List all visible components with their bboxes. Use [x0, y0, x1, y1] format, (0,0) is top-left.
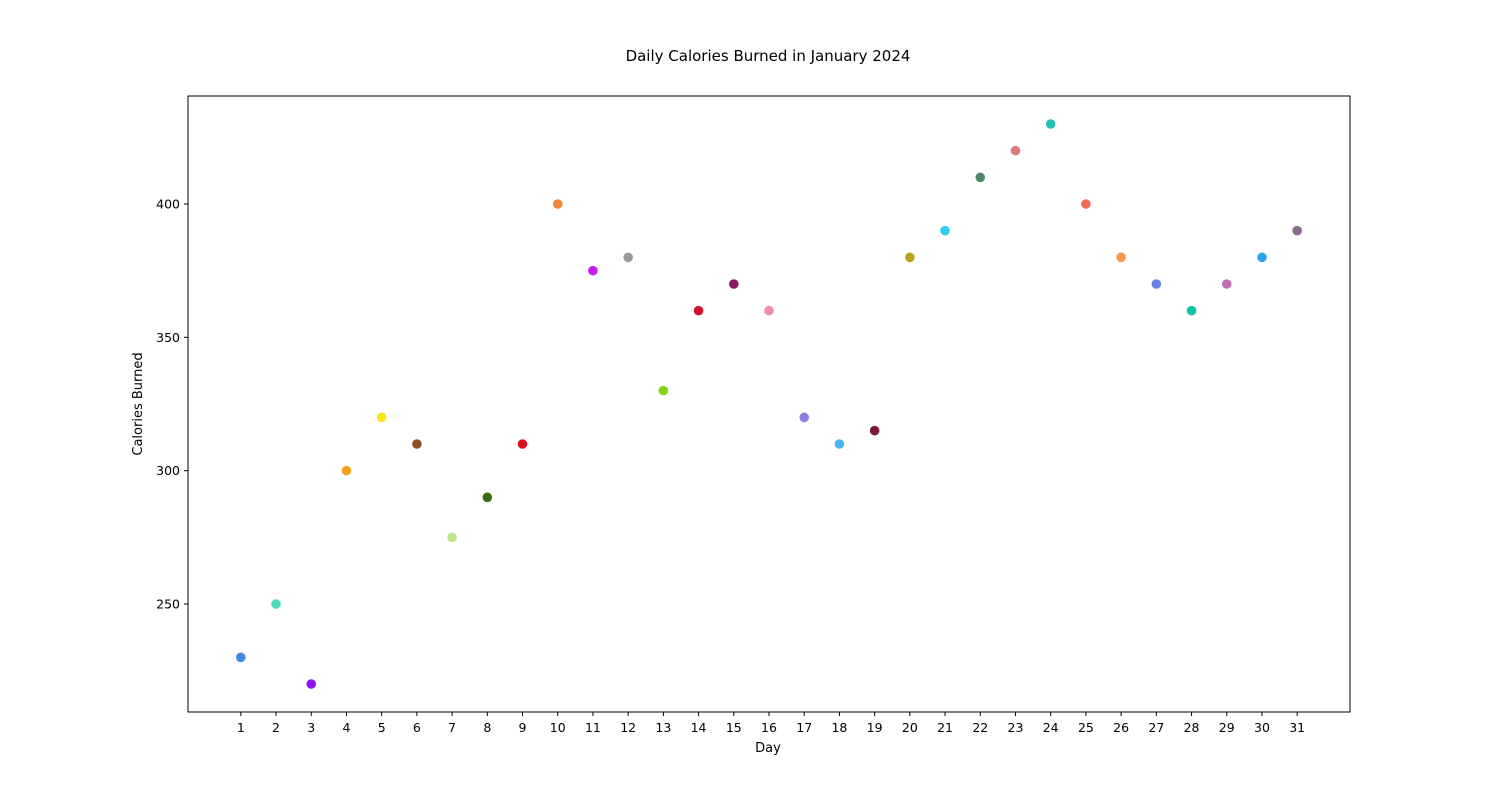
- data-point: [376, 412, 387, 423]
- y-tick-label: 400: [156, 197, 180, 212]
- data-point: [905, 252, 915, 263]
- x-tick-label: 24: [1043, 720, 1059, 735]
- x-tick-label: 3: [307, 720, 315, 735]
- x-tick-label: 26: [1113, 720, 1129, 735]
- y-axis-ticks: 250 300 350 400: [156, 197, 188, 612]
- x-tick-label: 10: [550, 720, 566, 735]
- data-point: [1081, 199, 1091, 209]
- data-point: [1010, 145, 1021, 156]
- data-point: [1257, 252, 1267, 263]
- data-point: [1221, 279, 1232, 289]
- data-point: [341, 465, 352, 476]
- x-tick-label: 15: [726, 720, 742, 735]
- x-tick-label: 7: [448, 720, 456, 735]
- plot-frame: [187, 95, 1351, 713]
- data-point: [1292, 225, 1302, 236]
- x-axis-ticks: 1 2 3 4 5 6 7 8 9 10 11 12 13 14 15 16 17 18 19 20 21 22 23 24 2…: [237, 712, 1305, 735]
- data-point: [482, 492, 493, 503]
- data-point: [940, 225, 950, 236]
- data-point: [1116, 252, 1126, 263]
- y-tick-label: 300: [156, 463, 180, 478]
- x-tick-label: 5: [378, 720, 386, 735]
- x-tick-label: 20: [902, 720, 918, 735]
- data-point: [1045, 119, 1056, 129]
- data-point: [834, 439, 845, 449]
- x-tick-label: 12: [620, 720, 636, 735]
- x-tick-label: 28: [1184, 720, 1200, 735]
- y-tick-label: 350: [156, 330, 180, 345]
- chart-title: Daily Calories Burned in January 2024: [626, 47, 911, 65]
- x-tick-label: 8: [483, 720, 491, 735]
- data-point: [799, 412, 810, 423]
- data-point: [869, 425, 880, 436]
- data-point: [271, 599, 281, 609]
- x-tick-label: 21: [937, 720, 953, 735]
- data-point: [764, 305, 774, 316]
- data-point: [728, 279, 739, 289]
- x-tick-label: 17: [796, 720, 812, 735]
- x-tick-label: 9: [519, 720, 527, 735]
- x-tick-label: 23: [1008, 720, 1024, 735]
- x-tick-label: 16: [761, 720, 777, 735]
- x-tick-label: 6: [413, 720, 421, 735]
- data-point: [517, 439, 528, 449]
- y-axis-label: Calories Burned: [131, 352, 146, 455]
- x-tick-label: 2: [272, 720, 280, 735]
- data-point: [447, 532, 457, 543]
- x-tick-label: 22: [972, 720, 988, 735]
- data-point: [236, 652, 246, 663]
- data-point: [1151, 279, 1162, 289]
- x-tick-label: 30: [1254, 720, 1270, 735]
- x-tick-label: 4: [342, 720, 350, 735]
- x-tick-label: 18: [831, 720, 847, 735]
- y-tick-label: 250: [156, 597, 180, 612]
- data-point: [306, 679, 317, 689]
- data-point: [658, 385, 669, 396]
- data-point: [588, 265, 598, 276]
- x-tick-label: 31: [1289, 720, 1305, 735]
- x-tick-label: 25: [1078, 720, 1094, 735]
- data-point: [623, 252, 633, 263]
- x-axis-label: Day: [755, 741, 781, 756]
- data-point: [1186, 305, 1197, 316]
- data-point: [693, 305, 704, 316]
- data-point: [552, 199, 563, 209]
- x-tick-label: 1: [237, 720, 245, 735]
- x-tick-label: 14: [691, 720, 707, 735]
- x-tick-label: 29: [1219, 720, 1235, 735]
- x-tick-label: 19: [867, 720, 883, 735]
- data-point: [412, 439, 422, 449]
- data-point: [975, 172, 986, 183]
- x-tick-label: 11: [585, 720, 601, 735]
- x-tick-label: 27: [1148, 720, 1164, 735]
- x-tick-label: 13: [655, 720, 671, 735]
- data-points: [236, 119, 1302, 689]
